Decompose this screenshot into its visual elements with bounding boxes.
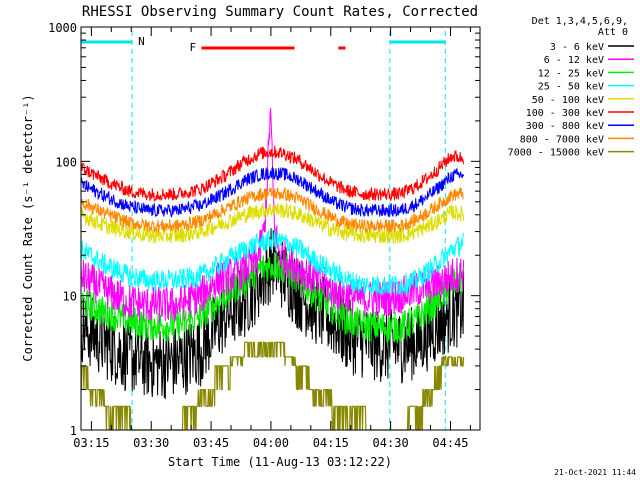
night-label: N bbox=[138, 35, 145, 48]
series-line-12-25-kev bbox=[80, 252, 465, 344]
x-axis: 03:15 03:30 03:45 04:00 04:15 04:30 04:45 bbox=[73, 27, 471, 450]
flare-label: F bbox=[189, 41, 196, 54]
series-line-3-6-kev bbox=[80, 228, 465, 400]
y-tick-label: 1000 bbox=[48, 21, 77, 35]
legend-label: 800 - 7000 keV bbox=[520, 134, 604, 145]
y-tick-label: 10 bbox=[63, 290, 77, 304]
x-tick-label: 03:30 bbox=[133, 436, 169, 450]
x-tick-label: 03:15 bbox=[73, 436, 109, 450]
y-tick-label: 1 bbox=[70, 424, 77, 438]
series-line-800-7000-kev bbox=[80, 186, 464, 233]
x-axis-label: Start Time (11-Aug-13 03:12:22) bbox=[168, 455, 392, 469]
x-tick-label: 04:30 bbox=[373, 436, 409, 450]
chart-title: RHESSI Observing Summary Count Rates, Co… bbox=[82, 4, 478, 20]
y-tick-label: 100 bbox=[55, 155, 77, 169]
legend-label: 25 - 50 keV bbox=[538, 82, 604, 93]
x-tick-label: 04:00 bbox=[253, 436, 289, 450]
series-line-25-50-kev bbox=[80, 229, 465, 296]
legend: Det 1,3,4,5,6,9,Att 0 3 - 6 keV 6 - 12 keV… bbox=[508, 16, 634, 159]
y-axis: 1 10 100 1000 bbox=[48, 21, 480, 438]
x-tick-label: 04:15 bbox=[313, 436, 349, 450]
legend-label: 100 - 300 keV bbox=[526, 108, 604, 119]
legend-label: 300 - 800 keV bbox=[526, 121, 604, 132]
legend-label: 7000 - 15000 keV bbox=[508, 148, 604, 159]
legend-header: Det 1,3,4,5,6,9, bbox=[532, 16, 628, 27]
legend-label: 12 - 25 keV bbox=[538, 68, 604, 79]
legend-label: 3 - 6 keV bbox=[550, 42, 604, 53]
x-tick-label: 04:45 bbox=[432, 436, 468, 450]
x-tick-label: 03:45 bbox=[193, 436, 229, 450]
series-line-100-300-kev bbox=[80, 145, 465, 203]
series-line-300-800-kev bbox=[80, 165, 465, 218]
legend-label: 6 - 12 keV bbox=[544, 55, 604, 66]
flare-flag-markers: F bbox=[189, 41, 346, 54]
y-axis-label: Corrected Count Rate (s⁻¹ detector⁻¹) bbox=[21, 94, 35, 361]
legend-label: 50 - 100 keV bbox=[532, 95, 604, 106]
legend-header: Att 0 bbox=[598, 27, 628, 38]
series-line-50-100-kev bbox=[80, 202, 465, 245]
footer-date: 21-Oct-2021 11:44 bbox=[554, 468, 636, 477]
plot-frame bbox=[80, 26, 481, 431]
